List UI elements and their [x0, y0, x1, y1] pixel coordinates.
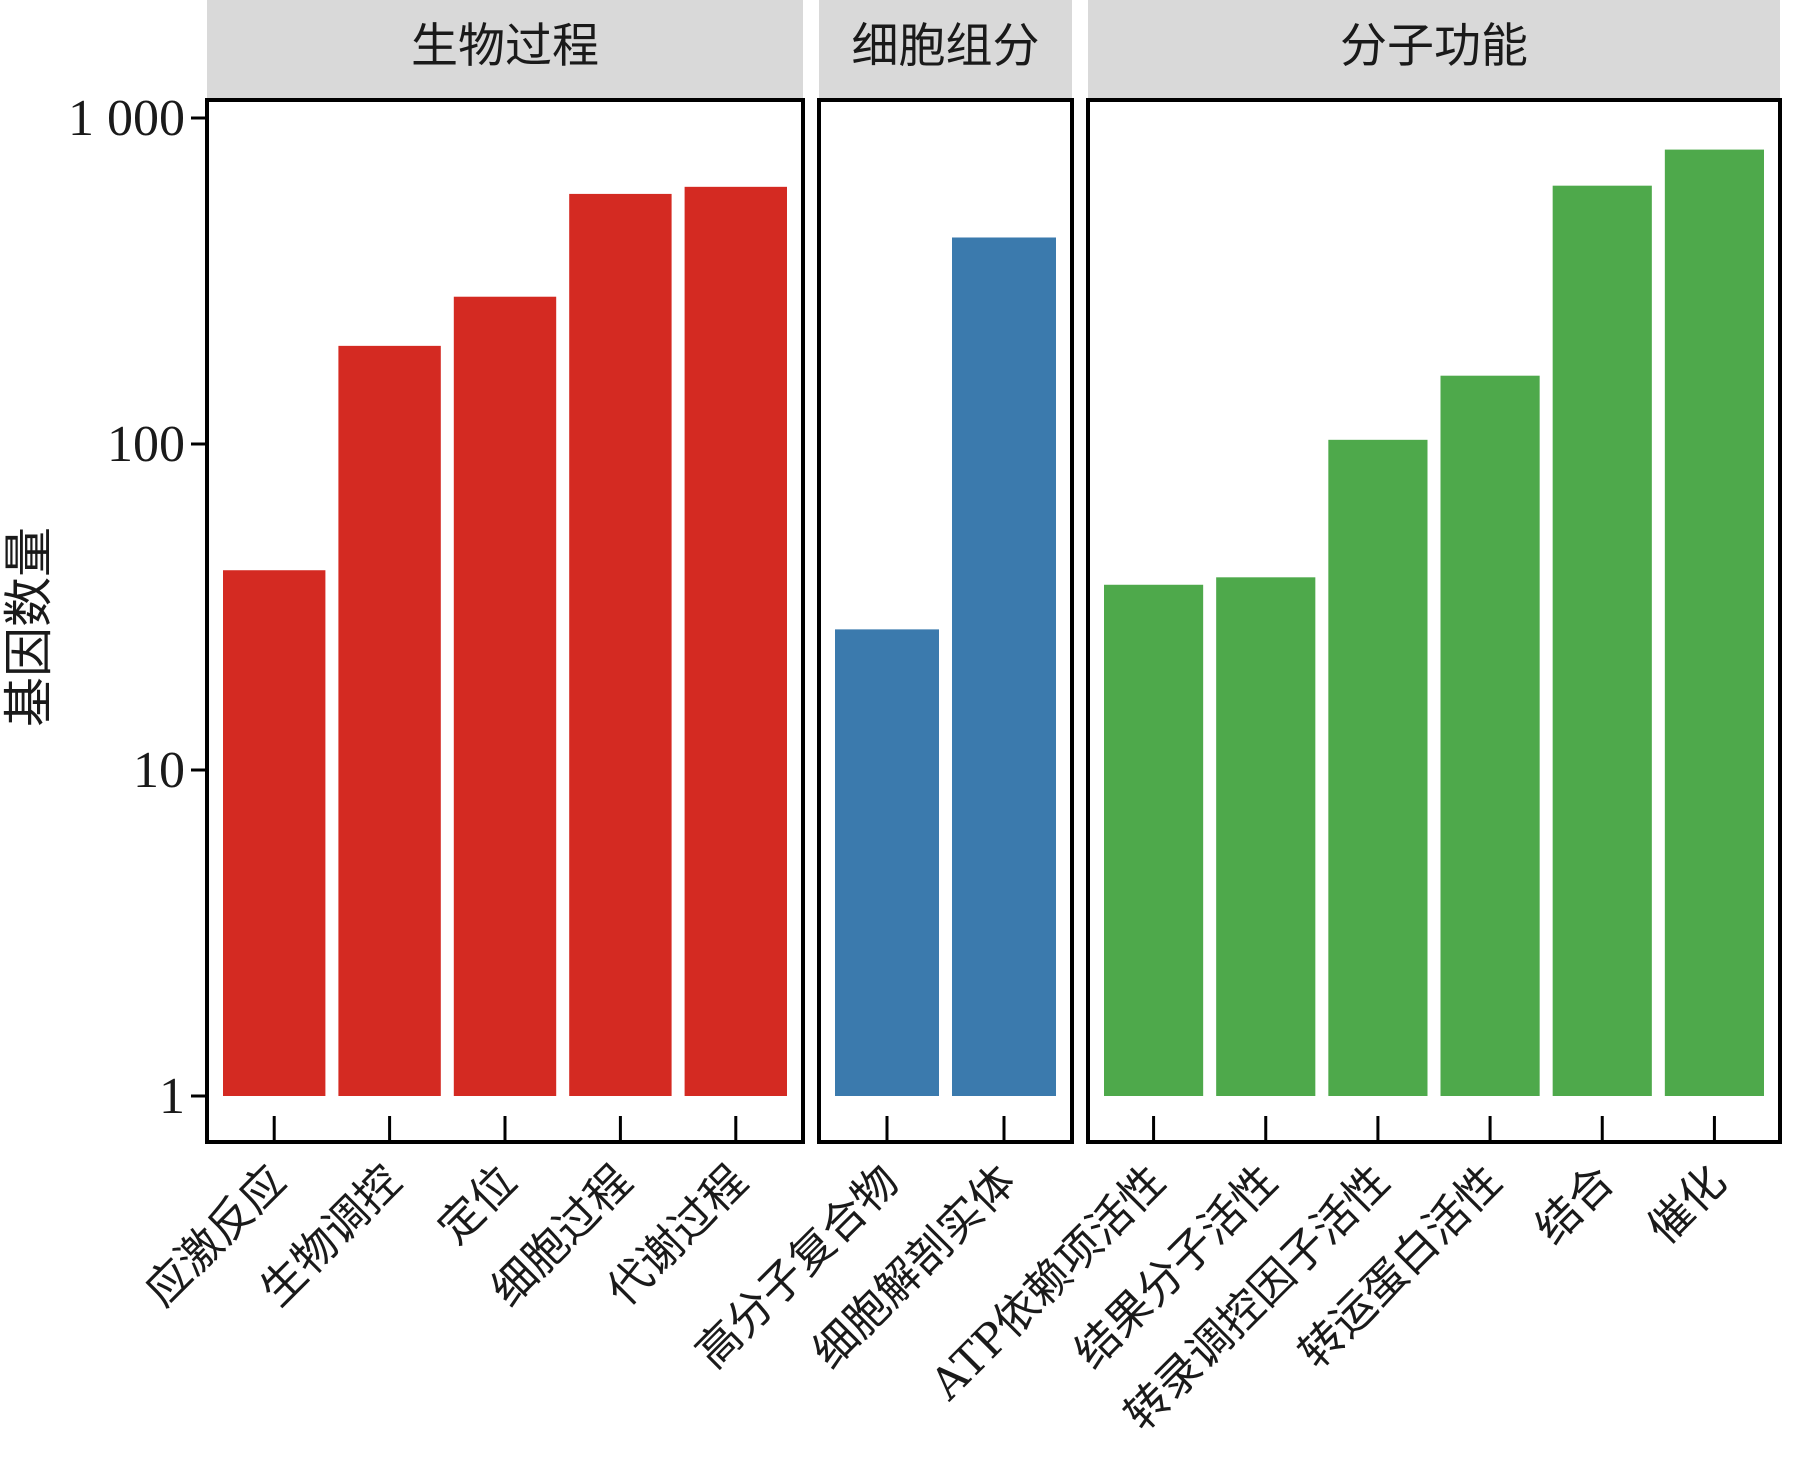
bar-生物调控	[338, 345, 441, 1096]
y-tick-label: 1 000	[68, 90, 185, 147]
bar-结合	[1552, 185, 1652, 1097]
bar-细胞过程	[569, 193, 672, 1097]
bar-催化	[1664, 149, 1764, 1097]
facet-strip-bg	[207, 0, 803, 98]
y-axis: 1 10 100 1 000	[68, 90, 207, 1125]
facet-strip-label: 分子功能	[1340, 19, 1528, 74]
x-tick-label: 催化	[1638, 1156, 1736, 1254]
x-tick-label: 定位	[428, 1156, 526, 1254]
facet-strips: 生物过程 细胞组分 分子功能	[207, 0, 1780, 98]
bar-代谢过程	[684, 186, 787, 1096]
y-axis-label: 基因数量	[0, 527, 58, 727]
facet-strip-label: 生物过程	[411, 19, 599, 74]
bar-应激反应	[223, 570, 326, 1096]
panel-frame	[1086, 98, 1782, 1144]
y-tick-label: 1	[159, 1068, 185, 1125]
bar-转录调控因子活性	[1328, 439, 1428, 1096]
panel-frame	[817, 98, 1074, 1144]
bars	[223, 149, 1764, 1097]
facet-strip-bg	[1088, 0, 1780, 98]
bar-定位	[453, 296, 557, 1096]
bar-细胞解剖实体	[952, 237, 1056, 1097]
y-tick-label: 100	[107, 416, 185, 473]
x-tick-label: 结合	[1526, 1156, 1624, 1254]
facet-strip-bg	[819, 0, 1072, 98]
bar-高分子复合物	[835, 629, 939, 1096]
facet-strip-label: 细胞组分	[852, 19, 1040, 74]
bar-结果分子活性	[1216, 577, 1316, 1096]
bar-转运蛋白活性	[1440, 375, 1540, 1096]
bar-ATP依赖项活性	[1104, 584, 1204, 1096]
y-tick-label: 10	[133, 742, 185, 799]
